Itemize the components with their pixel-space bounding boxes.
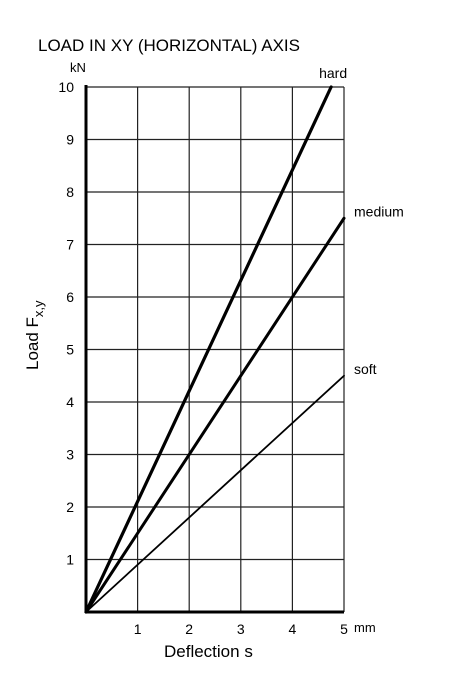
series-line-medium: [84, 216, 346, 614]
axes: [84, 85, 344, 614]
chart-title: LOAD IN XY (HORIZONTAL) AXIS: [38, 36, 300, 55]
series-labels: hard medium soft: [319, 65, 404, 377]
series-lines: [84, 85, 346, 614]
y-tick-label: 7: [66, 237, 74, 253]
y-axis-label: Load Fx,y: [23, 300, 46, 370]
x-tick-label: 4: [289, 621, 297, 637]
series-label-hard: hard: [319, 65, 347, 81]
y-axis-label-main: Load F: [23, 317, 42, 370]
series-line-soft: [85, 374, 345, 613]
grid: [86, 86, 345, 612]
y-tick-label: 4: [66, 394, 74, 410]
y-unit-label: kN: [70, 60, 86, 75]
y-axis-label-sub: x,y: [31, 300, 46, 317]
series-label-soft: soft: [354, 361, 377, 377]
y-tick-label: 5: [66, 342, 74, 358]
y-tick-label: 2: [66, 499, 74, 515]
x-axis-label: Deflection s: [164, 642, 253, 661]
x-tick-label: 2: [185, 621, 193, 637]
y-tick-label: 1: [66, 552, 74, 568]
series-label-medium: medium: [354, 203, 404, 219]
x-tick-label: 3: [237, 621, 245, 637]
y-tick-label: 6: [66, 289, 74, 305]
y-tick-label: 10: [58, 79, 74, 95]
y-tick-label: 8: [66, 184, 74, 200]
y-tick-label: 3: [66, 447, 74, 463]
x-tick-label: 1: [134, 621, 142, 637]
y-tick-label: 9: [66, 132, 74, 148]
x-tick-label: 5: [340, 621, 348, 637]
x-unit-label: mm: [354, 620, 376, 635]
tick-labels: 1 2 3 4 5 1 2 3 4 5 6 7 8 9 10: [58, 79, 348, 637]
series-line-hard: [84, 85, 333, 614]
